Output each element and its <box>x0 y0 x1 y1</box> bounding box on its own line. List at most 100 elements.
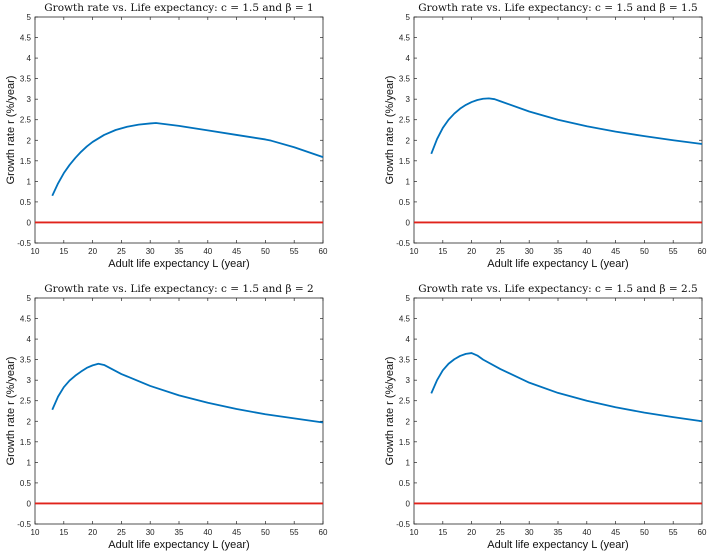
y-axis-label: Growth rate r (%/year) <box>384 357 396 466</box>
x-tick-label: 30 <box>146 247 155 256</box>
x-tick-label: 20 <box>88 247 97 256</box>
x-tick-label: 40 <box>582 247 591 256</box>
y-tick-label: 1 <box>406 458 411 467</box>
y-tick-label: 0.5 <box>399 479 411 488</box>
x-tick-label: 60 <box>698 528 707 537</box>
y-tick-label: 4 <box>27 54 32 63</box>
y-tick-label: 2.5 <box>20 116 32 125</box>
x-tick-label: 20 <box>88 528 97 537</box>
y-axis-label: Growth rate r (%/year) <box>384 76 396 185</box>
y-tick-label: -0.5 <box>396 239 410 248</box>
chart-title: Growth rate vs. Life expectancy: c = 1.5… <box>44 2 313 14</box>
x-tick-label: 15 <box>59 247 68 256</box>
x-tick-label: 45 <box>611 528 620 537</box>
x-tick-label: 45 <box>611 247 620 256</box>
y-tick-label: 2.5 <box>20 397 32 406</box>
y-tick-label: 4 <box>27 335 32 344</box>
x-axis-label: Adult life expectancy L (year) <box>108 539 249 551</box>
growth-rate-curve <box>430 97 703 155</box>
x-tick-label: 25 <box>496 247 505 256</box>
y-tick-label: 3 <box>27 376 32 385</box>
chart-panel-2: -0.5 0 0.5 1 1.5 2 2.5 3 3.5 4 4.5 5 10 15 20 25 30 35 40 4… <box>384 2 707 270</box>
x-tick-label: 35 <box>175 247 184 256</box>
chart-panel-4: -0.5 0 0.5 1 1.5 2 2.5 3 3.5 4 4.5 5 10 15 20 25 30 35 40 4… <box>384 283 707 551</box>
y-tick-label: 4 <box>406 335 411 344</box>
y-tick-label: 1.5 <box>20 438 32 447</box>
y-tick-label: 0.5 <box>399 198 411 207</box>
y-tick-label: 2 <box>27 136 32 145</box>
y-axis-label: Growth rate r (%/year) <box>5 357 17 466</box>
x-tick-label: 40 <box>203 247 212 256</box>
x-tick-label: 15 <box>438 247 447 256</box>
y-tick-label: -0.5 <box>396 520 410 529</box>
x-tick-label: 15 <box>59 528 68 537</box>
y-tick-label: 0.5 <box>20 198 32 207</box>
y-tick-label: 4 <box>406 54 411 63</box>
plot-area <box>413 297 703 525</box>
y-tick-label: 0 <box>406 218 411 227</box>
plot-area <box>413 16 703 244</box>
x-tick-label: 50 <box>261 528 270 537</box>
y-tick-label: 3.5 <box>20 356 32 365</box>
growth-rate-curve <box>430 352 703 423</box>
x-tick-label: 40 <box>203 528 212 537</box>
chart-panel-1: -0.5 0 0.5 1 1.5 2 2.5 3 3.5 4 4.5 5 10 15 20 25 30 35 40 4… <box>5 2 328 270</box>
x-tick-label: 40 <box>582 528 591 537</box>
x-tick-label: 20 <box>467 528 476 537</box>
y-tick-label: 5 <box>406 13 411 22</box>
y-tick-label: 2.5 <box>399 397 411 406</box>
y-tick-label: 5 <box>27 13 32 22</box>
y-tick-label: 4.5 <box>20 34 32 43</box>
y-tick-label: 1.5 <box>20 157 32 166</box>
x-tick-label: 25 <box>496 528 505 537</box>
x-tick-label: 10 <box>410 247 419 256</box>
y-tick-label: 1 <box>406 177 411 186</box>
x-tick-label: 20 <box>467 247 476 256</box>
x-tick-label: 30 <box>525 528 534 537</box>
y-tick-label: 2 <box>406 136 411 145</box>
x-axis-label: Adult life expectancy L (year) <box>487 539 628 551</box>
y-axis-label: Growth rate r (%/year) <box>5 76 17 185</box>
x-tick-label: 60 <box>319 247 328 256</box>
x-tick-label: 15 <box>438 528 447 537</box>
x-tick-label: 60 <box>319 528 328 537</box>
x-tick-label: 35 <box>175 528 184 537</box>
x-tick-label: 50 <box>640 528 649 537</box>
y-tick-label: 4.5 <box>20 315 32 324</box>
x-tick-label: 10 <box>31 528 40 537</box>
x-tick-label: 50 <box>640 247 649 256</box>
y-tick-label: 1 <box>27 458 32 467</box>
x-axis-label: Adult life expectancy L (year) <box>487 258 628 270</box>
y-tick-label: -0.5 <box>17 239 31 248</box>
x-tick-label: 55 <box>669 528 678 537</box>
plot-area <box>34 16 324 244</box>
chart-title: Growth rate vs. Life expectancy: c = 1.5… <box>418 283 697 295</box>
y-tick-label: 4.5 <box>399 315 411 324</box>
y-tick-label: 3.5 <box>399 75 411 84</box>
y-tick-label: 2 <box>27 417 32 426</box>
plot-area <box>34 297 324 525</box>
x-tick-label: 30 <box>525 247 534 256</box>
x-tick-label: 25 <box>117 528 126 537</box>
x-tick-label: 55 <box>669 247 678 256</box>
chart-title: Growth rate vs. Life expectancy: c = 1.5… <box>44 283 313 295</box>
y-tick-label: 1.5 <box>399 438 411 447</box>
y-tick-label: 5 <box>27 294 32 303</box>
y-tick-label: 0 <box>27 499 32 508</box>
y-tick-label: 1 <box>27 177 32 186</box>
x-axis-label: Adult life expectancy L (year) <box>108 258 249 270</box>
x-tick-label: 55 <box>290 528 299 537</box>
y-tick-label: 3 <box>406 95 411 104</box>
x-tick-label: 45 <box>232 528 241 537</box>
y-tick-label: 3.5 <box>20 75 32 84</box>
y-tick-label: 5 <box>406 294 411 303</box>
y-tick-label: 1.5 <box>399 157 411 166</box>
x-tick-label: 10 <box>410 528 419 537</box>
y-tick-label: -0.5 <box>17 520 31 529</box>
x-tick-label: 10 <box>31 247 40 256</box>
y-tick-label: 3.5 <box>399 356 411 365</box>
x-tick-label: 25 <box>117 247 126 256</box>
x-tick-label: 35 <box>554 528 563 537</box>
x-tick-label: 60 <box>698 247 707 256</box>
